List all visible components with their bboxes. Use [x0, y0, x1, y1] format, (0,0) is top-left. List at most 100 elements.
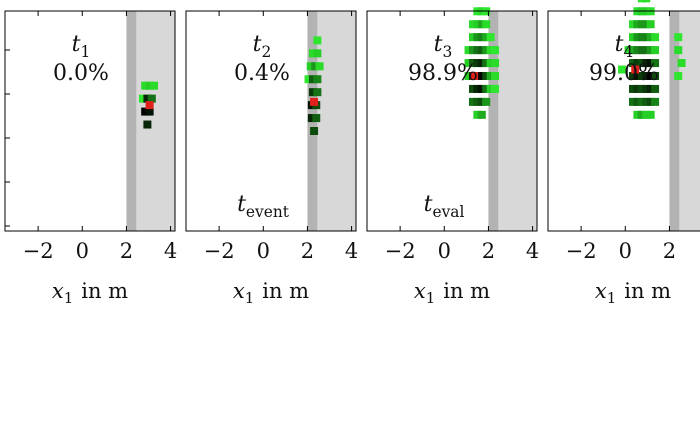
heatmap-cell	[633, 97, 642, 106]
heatmap-cell	[482, 72, 491, 80]
heatmap-cell	[477, 97, 486, 106]
x-tick-label: 0	[619, 239, 632, 263]
heatmap-cell	[633, 46, 642, 55]
x-axis-label-sub: 1	[245, 289, 255, 307]
heatmap-cell	[311, 62, 320, 71]
heatmap-cell	[629, 20, 637, 29]
probability-label: 98.9%	[408, 61, 478, 86]
heatmap-cell	[646, 110, 655, 119]
heatmap-cell	[477, 33, 486, 42]
heatmap-cell	[646, 33, 655, 42]
time-label-base: t	[253, 32, 262, 57]
heatmap-cell	[637, 84, 646, 93]
heatmap-cell	[629, 84, 637, 93]
heatmap-cell	[651, 84, 660, 93]
probability-label: 0.0%	[53, 61, 109, 86]
x-tick-label: −2	[23, 239, 54, 263]
heatmap-cell	[629, 72, 637, 80]
heatmap-cell	[637, 110, 646, 119]
heatmap-cell	[473, 46, 482, 55]
heatmap-cell	[310, 127, 319, 135]
heatmap-cell	[307, 114, 316, 123]
x-tick-label: 2	[663, 239, 676, 263]
x-axis-label-var: x	[233, 279, 245, 303]
heatmap-cell	[642, 33, 651, 42]
heatmap-cell	[473, 110, 482, 119]
heatmap-cell	[491, 72, 500, 80]
heatmap-cell	[646, 97, 655, 106]
heatmap-cell	[486, 33, 495, 42]
heatmap-cell	[313, 75, 322, 84]
heatmap-cell	[677, 59, 686, 68]
heatmap-cell	[468, 59, 477, 68]
x-tick-label: 0	[257, 239, 270, 263]
x-axis-label-unit: in m	[443, 279, 490, 303]
heatmap-cell	[308, 75, 317, 84]
heatmap-cell	[674, 33, 683, 42]
wall-light-region	[679, 11, 700, 231]
x-tick-label: −2	[385, 239, 416, 263]
heatmap-cell	[306, 62, 315, 71]
event-annotation-base: t	[237, 192, 246, 217]
heatmap-cell	[486, 46, 495, 55]
heatmap-cell	[468, 20, 477, 29]
heatmap-cell	[468, 33, 477, 42]
heatmap-cell	[629, 97, 637, 106]
heatmap-cell	[477, 59, 486, 68]
heatmap-cell	[642, 84, 651, 93]
x-axis-label-unit: in m	[624, 279, 671, 303]
heatmap-cell	[633, 59, 642, 68]
heatmap-cell	[138, 94, 147, 103]
x-tick-label: −2	[566, 239, 597, 263]
heatmap-cell	[642, 20, 651, 29]
wall-dark-band	[488, 11, 499, 231]
heatmap-cell	[629, 46, 637, 55]
x-axis-label-var: x	[414, 279, 426, 303]
heatmap-cell	[646, 46, 655, 55]
time-label-sub: 2	[262, 43, 272, 61]
x-tick-label: 4	[345, 239, 358, 263]
plot-frame	[547, 10, 700, 232]
heatmap-cell	[141, 107, 150, 116]
probability-label: 0.4%	[234, 61, 290, 86]
plot-frame	[4, 10, 176, 232]
heatmap-cell	[642, 0, 651, 3]
heatmap-cell	[482, 33, 491, 42]
x-tick-label: −2	[204, 239, 235, 263]
x-tick-label: 2	[301, 239, 314, 263]
x-tick-label: 0	[438, 239, 451, 263]
heatmap-cell	[482, 46, 491, 55]
heatmap-cell	[642, 59, 651, 68]
current-position-marker	[631, 65, 640, 74]
heatmap-cell	[637, 0, 646, 3]
heatmap-cell	[637, 59, 646, 68]
heatmap-cell	[308, 88, 317, 97]
current-position-marker	[145, 101, 154, 110]
heatmap-cell	[637, 46, 646, 55]
x-axis-label-sub: 1	[64, 289, 74, 307]
plot-frame	[185, 10, 357, 232]
x-axis-label-sub: 1	[426, 289, 436, 307]
heatmap-cell	[486, 72, 495, 80]
heatmap-cell	[491, 46, 500, 55]
time-label-base: t	[615, 32, 624, 57]
event-annotation-base: t	[424, 192, 433, 217]
heatmap-cell	[473, 97, 482, 106]
heatmap-cell	[468, 97, 477, 106]
plot-frame	[366, 10, 538, 232]
time-label: t1	[72, 32, 91, 61]
heatmap-cell	[642, 46, 651, 55]
heatmap-cell	[491, 59, 500, 68]
x-axis-label: x1 in m	[233, 279, 309, 307]
x-axis-label: x1 in m	[414, 279, 490, 307]
heatmap-cell	[651, 46, 660, 55]
heatmap-cell	[674, 72, 683, 80]
heatmap-cell	[468, 84, 477, 93]
heatmap-cell	[147, 94, 156, 103]
x-tick-label: 4	[164, 239, 177, 263]
time-label: t2	[253, 32, 272, 61]
x-axis-label-var: x	[52, 279, 64, 303]
heatmap-cell	[315, 62, 324, 71]
